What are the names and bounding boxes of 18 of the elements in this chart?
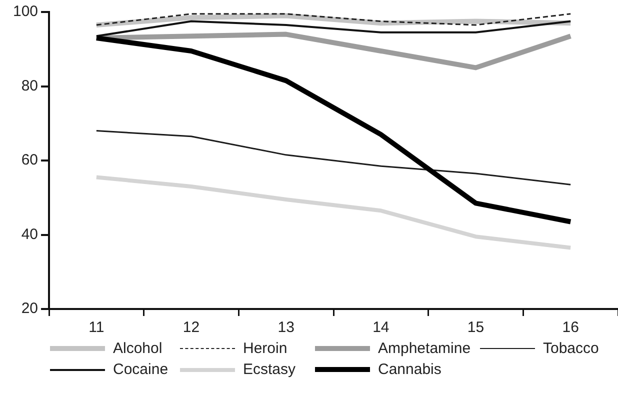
y-tick-label: 80 bbox=[21, 77, 38, 94]
y-tick-label: 100 bbox=[12, 3, 38, 20]
x-tick-label: 11 bbox=[88, 319, 104, 336]
x-tick-label: 12 bbox=[182, 319, 200, 336]
y-tick-label: 20 bbox=[21, 300, 38, 318]
legend-label: Cocaine bbox=[113, 361, 168, 378]
legend-label: Cannabis bbox=[378, 361, 442, 378]
x-tick-label: 13 bbox=[278, 319, 294, 336]
legend-label: Tobacco bbox=[543, 340, 599, 357]
legend-label: Heroin bbox=[243, 340, 288, 357]
legend-label: Amphetamine bbox=[378, 340, 471, 357]
y-tick-label: 60 bbox=[21, 152, 38, 169]
legend-label: Ecstasy bbox=[243, 361, 296, 378]
y-tick-label: 40 bbox=[21, 226, 38, 243]
x-tick-label: 14 bbox=[372, 319, 390, 336]
legend-label: Alcohol bbox=[113, 340, 162, 357]
x-tick-label: 15 bbox=[467, 319, 484, 336]
x-tick-label: 16 bbox=[562, 319, 579, 336]
